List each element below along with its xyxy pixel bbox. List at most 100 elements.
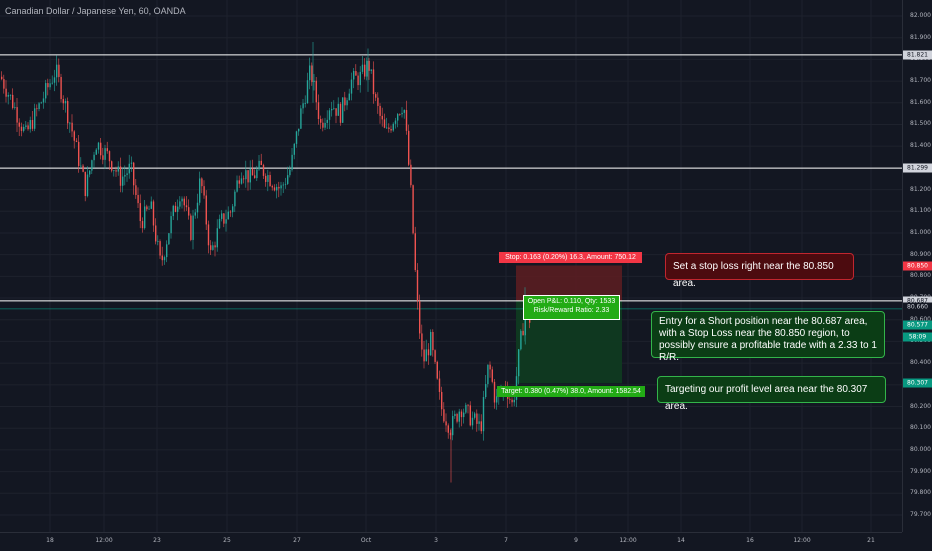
candle-body (60, 76, 62, 100)
price-tick-label: 80.900 (910, 250, 931, 258)
price-tick-label: 80.800 (910, 272, 931, 280)
candle-body (300, 108, 302, 129)
candle-body (174, 205, 177, 212)
candle-body (192, 215, 194, 240)
stop-loss-label: Stop: 0.163 (0.20%) 16.3, Amount: 750.12 (499, 252, 642, 263)
candle-body (216, 228, 218, 248)
candle-body (128, 163, 130, 174)
candle-body (441, 391, 443, 410)
candle-body (141, 221, 144, 229)
entry-note[interactable]: Entry for a Short position near the 80.6… (651, 311, 885, 363)
candle-body (254, 175, 256, 179)
candle-body (106, 148, 108, 152)
time-tick-label: 3 (434, 537, 438, 544)
price-tick-label: 81.200 (910, 185, 931, 193)
candle-body (379, 105, 381, 116)
candle-body (265, 175, 267, 182)
price-axis-tag: 80.307 (903, 378, 932, 388)
candle-body (366, 60, 368, 77)
candle-body (350, 79, 353, 94)
price-tick-label: 81.400 (910, 142, 931, 150)
candle-body (430, 331, 432, 356)
candle-body (331, 108, 333, 111)
candle-body (480, 421, 482, 432)
price-axis-tag: 80.850 (903, 261, 932, 270)
time-tick-label: 12:00 (619, 537, 637, 544)
candle-body (126, 173, 128, 175)
candle-body (69, 122, 71, 124)
candle-body (9, 94, 12, 96)
candle-body (284, 183, 287, 185)
candle-body (425, 349, 427, 362)
candle-body (399, 114, 401, 115)
candle-body (298, 128, 300, 132)
candle-body (419, 301, 421, 334)
candle-body (29, 120, 31, 130)
candle-body (196, 202, 199, 213)
candle-body (240, 178, 243, 184)
candle-body (278, 186, 280, 189)
candle-body (183, 198, 185, 206)
candle-body (166, 244, 168, 258)
price-axis-tag: 80.660 (903, 302, 932, 312)
candle-body (91, 160, 93, 171)
candle-body (295, 131, 298, 144)
candle-body (157, 241, 159, 242)
candle-body (434, 350, 436, 362)
candle-body (234, 191, 236, 207)
candle-body (518, 349, 520, 377)
candle-body (12, 94, 14, 108)
candle-body (194, 212, 196, 216)
candle-body (412, 185, 414, 234)
price-tick-label: 81.600 (910, 98, 931, 106)
candle-body (1, 76, 3, 80)
price-tick-label: 81.700 (910, 77, 931, 85)
candle-body (245, 170, 247, 180)
candle-body (317, 102, 320, 119)
candle-body (7, 94, 9, 97)
candle-body (155, 225, 157, 242)
candle-body (438, 378, 441, 392)
candle-body (203, 186, 205, 196)
time-tick-label: Oct (360, 537, 372, 544)
candle-body (447, 425, 449, 433)
time-tick-label: 9 (574, 537, 578, 544)
candle-body (469, 405, 471, 426)
candle-body (289, 169, 291, 176)
candle-body (293, 143, 295, 155)
candle-body (152, 201, 155, 226)
candle-body (287, 175, 289, 184)
candle-body (410, 164, 412, 186)
stop-loss-note[interactable]: Set a stop loss right near the 80.850 ar… (665, 253, 854, 289)
candle-body (328, 110, 331, 120)
price-tick-label: 80.400 (910, 359, 931, 367)
candle-body (95, 149, 97, 155)
candle-body (100, 142, 102, 156)
candle-body (163, 257, 166, 261)
candle-body (339, 103, 342, 123)
time-axis[interactable]: 18 12:00 23 25 27 Oct 3 7 9 12:00 14 16 12:00 21 (0, 532, 902, 551)
candle-body (320, 118, 322, 123)
take-profit-label: Target: 0.380 (0.47%) 38.0, Amount: 1582… (497, 386, 645, 397)
candle-body (247, 170, 249, 183)
candle-body (344, 97, 346, 106)
candle-body (159, 241, 161, 256)
target-note[interactable]: Targeting our profit level area near the… (657, 376, 886, 412)
time-tick-label: 14 (677, 537, 685, 544)
candle-body (78, 141, 80, 166)
candle-body (93, 154, 95, 161)
candle-body (212, 245, 214, 250)
candle-body (460, 411, 463, 418)
candle-body (267, 175, 269, 182)
candle-body (139, 203, 141, 222)
candle-body (342, 97, 344, 123)
candle-body (408, 130, 410, 165)
price-tick-label: 80.600 (910, 316, 931, 324)
candle-body (436, 361, 438, 379)
candle-body (172, 205, 174, 217)
candle-body (71, 122, 73, 132)
candle-body (111, 161, 113, 171)
candle-body (355, 71, 357, 76)
candle-body (229, 211, 232, 213)
